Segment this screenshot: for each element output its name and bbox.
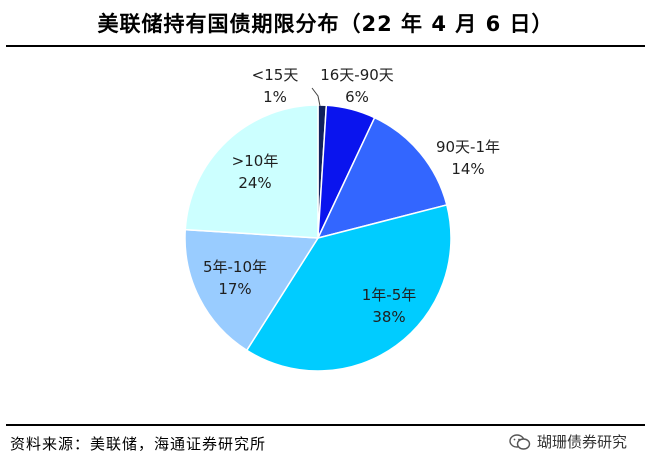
slice-value-label: 24%: [238, 174, 271, 192]
slice-value-label: 38%: [372, 308, 405, 326]
slice-value-label: 1%: [263, 88, 287, 106]
watermark: 瑚珊债券研究: [509, 431, 627, 452]
pie-slice: [184, 104, 319, 239]
slice-category-label: 1年-5年: [362, 286, 417, 304]
footer-divider: [6, 424, 645, 426]
source-note: 资料来源：美联储，海通证券研究所: [10, 435, 267, 453]
slice-category-label: >10年: [232, 152, 279, 170]
pie-chart: <15天 1% 16天-90天 6% 90天-1年 14% 1年-5年 38% 5年-10年 17…: [184, 66, 500, 372]
wechat-icon: [509, 433, 531, 450]
pie-slice: [245, 204, 452, 372]
pie-slice: [316, 116, 448, 240]
slice-category-label: 5年-10年: [203, 258, 267, 276]
pie-slice: [184, 228, 320, 352]
watermark-text: 瑚珊债券研究: [536, 433, 627, 451]
leader-line: [311, 87, 321, 107]
slice-category-label: 90天-1年: [436, 138, 500, 156]
title-divider: [6, 45, 645, 47]
slice-value-label: 6%: [345, 88, 369, 106]
slice-value-label: 17%: [218, 280, 251, 298]
slice-category-label: <15天: [252, 66, 299, 84]
slice-category-label: 16天-90天: [320, 66, 394, 84]
slice-value-label: 14%: [451, 160, 484, 178]
chart-title: 美联储持有国债期限分布（22 年 4 月 6 日）: [97, 11, 554, 36]
